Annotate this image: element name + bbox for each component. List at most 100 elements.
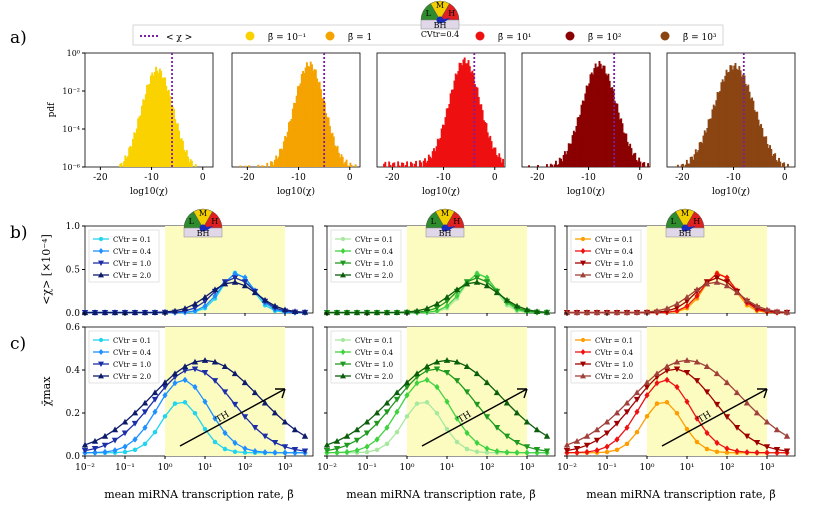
data-point (272, 449, 278, 456)
data-point (261, 296, 269, 303)
legend-marker (660, 31, 670, 41)
series-legend: CVtr = 0.1 CVtr = 0.4 CVtr = 1.0 CVtr = 2.0 (570, 330, 642, 384)
x-axis-label: log10(χ) (567, 186, 605, 197)
data-point (221, 389, 229, 396)
data-point (281, 444, 289, 451)
th-arrow-line (421, 388, 528, 447)
data-point (683, 370, 691, 376)
data-point (251, 289, 259, 296)
data-point (424, 376, 430, 384)
data-point (374, 447, 380, 453)
panel-b-col-3: CVtr = 0.1 CVtr = 0.4 CVtr = 1.0 CVtr = 2.0 (563, 225, 796, 316)
data-point (251, 424, 259, 431)
data-point (98, 248, 104, 254)
gauge-bh-text: BH (434, 21, 447, 30)
data-point (433, 358, 441, 365)
data-point (152, 429, 158, 435)
gauge-letter-l: L (189, 217, 195, 226)
data-point (753, 439, 761, 446)
data-point (583, 309, 591, 316)
data-point (573, 437, 581, 444)
data-point (231, 279, 239, 285)
data-point (723, 414, 731, 420)
data-point (232, 449, 238, 455)
data-point (161, 384, 169, 391)
data-point (384, 441, 390, 447)
data-point (593, 309, 601, 316)
data-point (364, 449, 370, 455)
gauge-letter-m: M (436, 1, 444, 10)
data-point (623, 399, 631, 406)
data-point (733, 424, 741, 431)
data-point (102, 448, 108, 456)
y-axis-label: pdf (47, 102, 57, 118)
x-tick-label: 10³ (519, 463, 534, 473)
series-legend: CVtr = 0.1 CVtr = 0.4 CVtr = 1.0 CVtr = 2.0 (88, 330, 160, 384)
data-point (423, 363, 431, 370)
x-tick-label: 10⁻¹ (357, 463, 377, 473)
data-point (593, 437, 601, 444)
gauge-letter-h: H (693, 217, 700, 226)
data-point (393, 309, 401, 315)
data-point (201, 293, 209, 300)
data-point (453, 378, 461, 384)
data-point (643, 308, 651, 315)
legend-label: β̄ = 1 (348, 33, 372, 43)
data-point (404, 392, 410, 399)
gauge-letter-h: H (453, 217, 460, 226)
data-point (653, 370, 661, 377)
legend-label: CVtr = 2.0 (595, 272, 633, 280)
data-point (373, 420, 381, 427)
legend-label: CVtr = 0.4 (355, 248, 394, 256)
x-tick-label: 0 (347, 173, 353, 183)
data-point (693, 378, 701, 384)
x-axis-label: mean miRNA transcription rate, β̄ (586, 488, 776, 501)
data-point (241, 282, 249, 289)
x-tick-label: 10² (719, 463, 734, 473)
data-point (444, 302, 450, 310)
gauge-needle (437, 18, 451, 23)
pdf-histogram (528, 60, 650, 167)
gauge-needle (682, 226, 696, 231)
data-point (111, 309, 119, 316)
pdf-panel-2: -20 -10 0 log10(χ) (231, 52, 361, 197)
data-point (363, 430, 371, 437)
gauge-needle (200, 226, 214, 231)
data-point (580, 361, 586, 367)
data-point (393, 389, 401, 396)
data-point (644, 414, 650, 419)
data-point (271, 439, 279, 446)
data-point (98, 236, 104, 242)
data-point (241, 414, 249, 420)
legend-label: CVtr = 2.0 (113, 373, 151, 381)
panel-c-col-3: CVtr = 0.1 CVtr = 0.4 CVtr = 1.0 CVtr = 2.0… (557, 326, 796, 501)
data-point (202, 426, 208, 432)
gauge-letter-l: L (426, 9, 432, 18)
data-point (563, 309, 571, 316)
data-point (141, 399, 149, 406)
data-point (271, 409, 279, 416)
y-tick-label: 1.0 (66, 222, 81, 232)
data-point (444, 426, 450, 432)
data-point (533, 446, 541, 453)
x-tick-label: 10⁰ (157, 463, 172, 473)
data-point (743, 399, 751, 406)
data-point (574, 449, 580, 456)
data-point (580, 349, 586, 355)
data-point (301, 448, 309, 455)
data-point (580, 248, 586, 254)
data-point (333, 437, 341, 444)
data-point (573, 309, 581, 316)
data-point (594, 447, 600, 454)
data-point (783, 432, 791, 439)
gauge-bh-text: BH (439, 229, 452, 238)
data-point (161, 379, 169, 386)
data-point (423, 305, 431, 312)
data-point (91, 437, 99, 444)
data-point (614, 436, 620, 443)
data-point (121, 430, 129, 437)
series-legend: CVtr = 0.1 CVtr = 0.4 CVtr = 1.0 CVtr = 2.0 (88, 229, 160, 283)
x-tick-label: -20 (240, 173, 255, 183)
panel-b-col-1: CVtr = 0.1 CVtr = 0.4 CVtr = 1.0 CVtr = 2.0… (66, 222, 314, 319)
data-point (773, 426, 781, 433)
